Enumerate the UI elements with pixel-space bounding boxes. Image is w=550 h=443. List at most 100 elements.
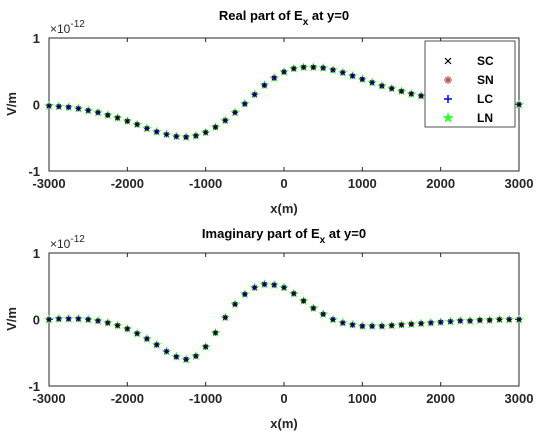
point-sc [281, 69, 287, 75]
point-sc [350, 322, 355, 328]
x-tick-label: 1000 [348, 391, 377, 406]
data-point [73, 313, 84, 323]
point-sc [242, 291, 248, 297]
data-point [93, 315, 103, 325]
legend-label-sn: SN [477, 73, 494, 87]
x-tick-label: 2000 [426, 391, 455, 406]
x-tick-label: -2000 [111, 391, 144, 406]
point-sc [85, 317, 91, 322]
y-tick-label: 1 [33, 31, 40, 46]
legend-symbol-ln [442, 112, 454, 123]
data-point [210, 122, 221, 132]
point-sc [134, 331, 140, 336]
x-tick-label: -1000 [189, 391, 222, 406]
point-sc [320, 311, 326, 317]
data-point [494, 314, 505, 324]
data-point [151, 126, 162, 136]
data-point [73, 103, 84, 113]
data-point [288, 288, 299, 298]
data-point [347, 70, 358, 80]
point-sc [213, 330, 218, 336]
point-sc [516, 317, 522, 322]
point-sc [262, 82, 267, 88]
data-point [367, 77, 377, 87]
plot-imaginary-part: Imaginary part of Ex at y=0 ×10-12 V/m x… [4, 226, 533, 431]
point-sc [242, 101, 248, 107]
point-sc [467, 318, 473, 324]
point-sc [389, 86, 395, 91]
legend: SC SN LC LN [424, 40, 516, 128]
data-point [308, 62, 319, 72]
point-sc [46, 317, 52, 322]
point-sc [497, 317, 502, 322]
point-sc [408, 321, 414, 327]
data-point [220, 115, 230, 125]
point-sc [516, 102, 522, 107]
point-sc [95, 110, 101, 115]
data-point [103, 317, 113, 327]
data-point [298, 295, 309, 305]
data-point [514, 314, 524, 324]
point-sc [134, 122, 140, 127]
data-point [347, 319, 358, 329]
data-point [328, 64, 338, 74]
data-point [142, 123, 152, 133]
point-sc [144, 336, 150, 342]
plot-real-part: Real part of Ex at y=0 ×10-12 V/m x(m) -… [4, 8, 533, 216]
x-tick-label: 2000 [426, 176, 455, 191]
point-sc [330, 67, 336, 73]
point-sc [154, 342, 160, 348]
data-point [63, 313, 74, 323]
point-sc [320, 65, 326, 71]
data-point [112, 112, 123, 122]
point-sc [95, 318, 101, 324]
point-sc [311, 305, 316, 311]
x-tick-label: 3000 [505, 391, 534, 406]
legend-symbol-sc [444, 57, 452, 65]
data-point [249, 89, 260, 99]
data-point [377, 80, 387, 90]
data-point [259, 80, 270, 90]
data-point [54, 101, 64, 111]
x-tick-label: 3000 [505, 176, 534, 191]
data-point [504, 314, 514, 324]
data-point [406, 319, 417, 329]
point-sc [291, 291, 297, 296]
data-point [269, 72, 279, 82]
data-point [445, 316, 456, 326]
data-point [112, 320, 123, 330]
data-point [514, 99, 524, 109]
data-point [338, 317, 348, 327]
point-sc [85, 108, 91, 113]
point-sc [193, 353, 199, 359]
x-tick-label: 0 [280, 176, 287, 191]
point-sc [399, 322, 404, 328]
point-sc [124, 118, 130, 124]
point-sc [389, 323, 395, 328]
data-point [396, 319, 407, 329]
point-sc [438, 319, 444, 325]
point-sc [340, 70, 346, 75]
point-sc [203, 344, 209, 350]
data-point [269, 279, 280, 289]
point-sc [457, 318, 463, 324]
data-point [249, 282, 260, 292]
point-sc [66, 104, 71, 110]
y-tick-label: 0 [33, 313, 40, 328]
point-sc [399, 88, 404, 94]
legend-box [424, 40, 516, 128]
data-point [132, 119, 142, 129]
data-point [161, 346, 172, 356]
point-sc [301, 64, 306, 70]
data-point [435, 317, 446, 327]
point-sc [330, 317, 336, 322]
chart-title-imag: Imaginary part of Ex at y=0 [202, 226, 366, 246]
point-sc [232, 301, 238, 307]
point-sc [183, 134, 189, 140]
data-point [53, 313, 64, 323]
data-point [318, 309, 329, 319]
y-axis-label-real: V/m [4, 92, 19, 116]
legend-label-ln: LN [477, 111, 493, 125]
chart-title-real: Real part of Ex at y=0 [219, 8, 349, 28]
x-tick-label: -1000 [189, 176, 222, 191]
